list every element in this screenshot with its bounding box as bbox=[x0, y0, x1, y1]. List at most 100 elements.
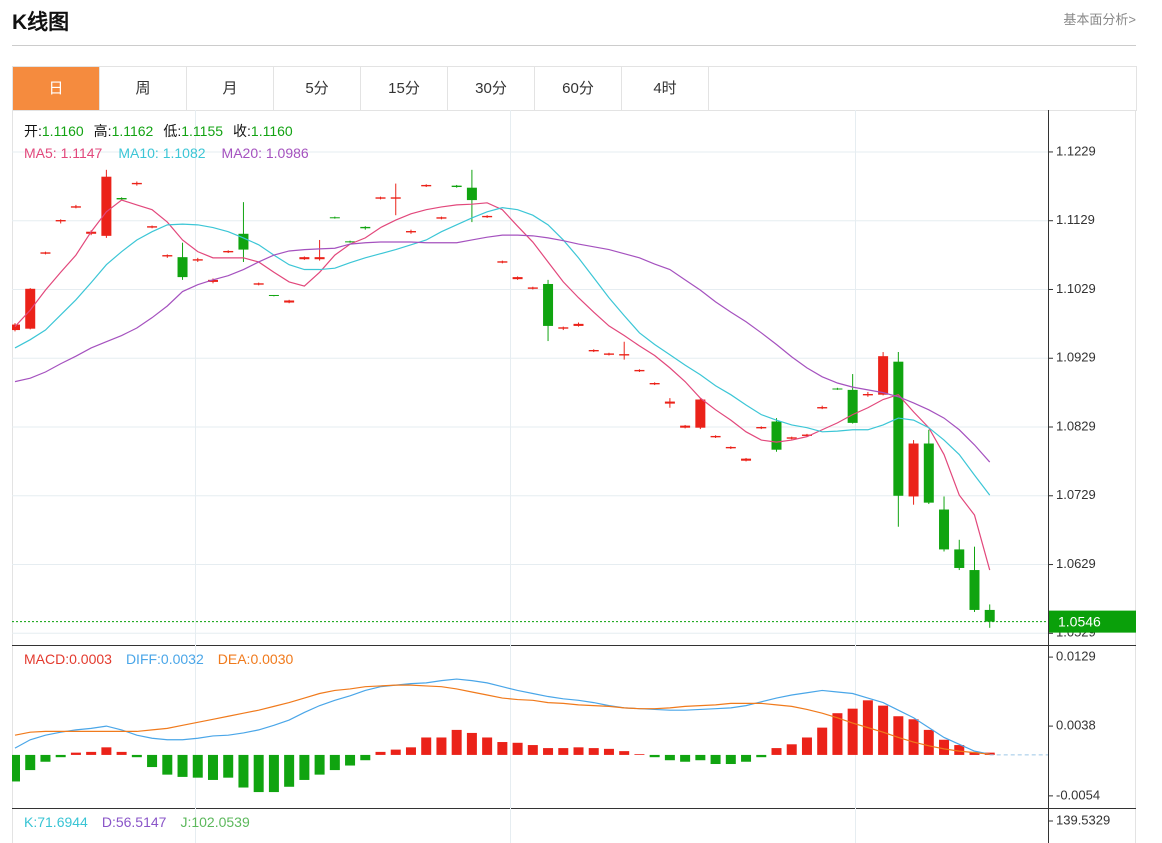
indicator-line bbox=[14, 234, 991, 463]
info-value: 1.1160 bbox=[41, 123, 84, 139]
macd-bar bbox=[588, 748, 599, 755]
macd-bar bbox=[25, 754, 36, 771]
macd-bar bbox=[847, 708, 858, 755]
period-tab[interactable]: 5分 bbox=[274, 67, 361, 110]
divider bbox=[12, 45, 1136, 46]
candle-body bbox=[101, 176, 112, 236]
candle-body bbox=[375, 197, 386, 199]
candle-body bbox=[162, 255, 173, 257]
y-tick-label: 1.1029 bbox=[1056, 281, 1096, 296]
legend-entry: MA20: 1.0986 bbox=[221, 145, 309, 161]
macd-bar bbox=[649, 754, 660, 758]
macd-bar bbox=[284, 754, 295, 787]
macd-bar bbox=[131, 754, 142, 758]
candle-body bbox=[482, 215, 493, 218]
candle-body bbox=[360, 226, 371, 229]
y-tick-label: 1.0829 bbox=[1056, 418, 1096, 433]
fundamental-link[interactable]: 基本面分析> bbox=[1063, 12, 1136, 27]
macd-bar bbox=[253, 754, 264, 793]
period-tab[interactable]: 60分 bbox=[535, 67, 622, 110]
candle-body bbox=[238, 233, 249, 250]
period-tab[interactable]: 日 bbox=[13, 67, 100, 110]
macd-bar bbox=[725, 754, 736, 765]
indicator-line bbox=[14, 199, 991, 571]
candle-body bbox=[268, 294, 279, 296]
macd-bar bbox=[390, 749, 401, 755]
candle-body bbox=[131, 182, 142, 185]
indicator-line bbox=[14, 207, 991, 496]
y-tick-label: 0.0129 bbox=[1056, 649, 1096, 664]
period-tab[interactable]: 4时 bbox=[622, 67, 709, 110]
candle-body bbox=[451, 185, 462, 188]
macd-bar bbox=[299, 754, 310, 780]
candle-body bbox=[969, 570, 980, 610]
macd-bar bbox=[619, 751, 630, 755]
y-tick-label: 1.0929 bbox=[1056, 350, 1096, 365]
candle-body bbox=[801, 434, 812, 436]
legend-entry: MACD:0.0003 bbox=[24, 651, 112, 667]
macd-bar bbox=[116, 751, 127, 755]
legend-entry: MA5: 1.1147 bbox=[24, 145, 103, 161]
macd-bar bbox=[345, 754, 356, 766]
macd-bar bbox=[664, 754, 675, 761]
candle-body bbox=[284, 300, 295, 303]
macd-bar bbox=[680, 754, 691, 762]
candle-body bbox=[116, 198, 127, 200]
candle-body bbox=[466, 187, 477, 201]
period-tab[interactable]: 月 bbox=[187, 67, 274, 110]
info-label: 开: bbox=[24, 123, 42, 139]
candle-body bbox=[619, 354, 630, 356]
y-tick-label: 139.5329 bbox=[1056, 812, 1110, 827]
macd-bar bbox=[710, 754, 721, 765]
info-value: 1.1155 bbox=[181, 123, 224, 139]
macd-bar bbox=[55, 754, 66, 758]
macd-bar bbox=[421, 737, 432, 755]
period-tab[interactable]: 30分 bbox=[448, 67, 535, 110]
candle-body bbox=[588, 349, 599, 352]
macd-bar bbox=[70, 752, 81, 755]
candle-body bbox=[939, 509, 950, 550]
candle-body bbox=[527, 287, 538, 289]
candle-body bbox=[147, 226, 158, 228]
candle-body bbox=[603, 353, 614, 355]
macd-bar bbox=[405, 747, 416, 755]
indicator-line bbox=[14, 678, 990, 755]
macd-bar bbox=[923, 729, 934, 755]
candle-body bbox=[314, 257, 325, 260]
macd-bar bbox=[741, 754, 752, 762]
macd-bar bbox=[558, 748, 569, 755]
candle-body bbox=[893, 361, 904, 496]
macd-bar bbox=[573, 747, 584, 755]
macd-bar bbox=[177, 754, 188, 777]
candle-body bbox=[847, 389, 858, 423]
candle-body bbox=[680, 425, 691, 428]
candle-body bbox=[512, 277, 523, 280]
candle-body bbox=[329, 217, 340, 219]
macd-bar bbox=[238, 754, 249, 788]
macd-bar bbox=[543, 748, 554, 755]
macd-bar bbox=[817, 727, 828, 755]
candle-body bbox=[573, 323, 584, 326]
candle-body bbox=[923, 443, 934, 503]
y-tick-label: 1.0629 bbox=[1056, 556, 1096, 571]
macd-bar bbox=[527, 745, 538, 755]
y-tick-label: 0.0038 bbox=[1056, 718, 1096, 733]
macd-bar bbox=[162, 754, 173, 775]
macd-bar bbox=[192, 754, 203, 778]
period-tab[interactable]: 15分 bbox=[361, 67, 448, 110]
candle-body bbox=[558, 327, 569, 329]
macd-bar bbox=[223, 754, 234, 778]
candle-body bbox=[741, 458, 752, 461]
macd-bar bbox=[436, 737, 447, 755]
candle-body bbox=[954, 549, 965, 568]
candle-body bbox=[223, 250, 234, 253]
macd-bar bbox=[482, 737, 493, 755]
macd-bar bbox=[497, 742, 508, 755]
period-tab[interactable]: 周 bbox=[100, 67, 187, 110]
info-label: 收: bbox=[233, 123, 251, 139]
macd-bar bbox=[801, 737, 812, 755]
macd-bar bbox=[207, 754, 218, 780]
macd-bar bbox=[40, 754, 51, 762]
